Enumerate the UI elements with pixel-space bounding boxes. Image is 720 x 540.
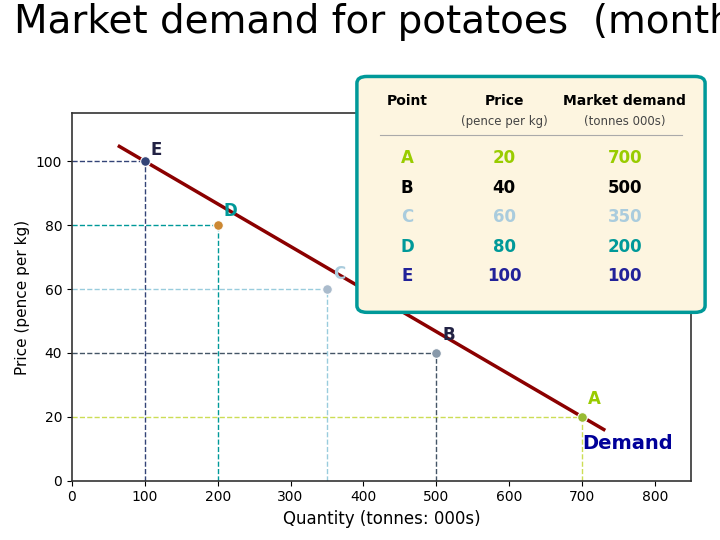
Text: 60: 60 <box>492 208 516 226</box>
Text: B: B <box>401 179 413 197</box>
Text: D: D <box>223 201 238 220</box>
Text: E: E <box>150 141 162 159</box>
Text: Point: Point <box>387 94 428 109</box>
Text: (tonnes 000s): (tonnes 000s) <box>584 116 665 129</box>
Text: C: C <box>401 208 413 226</box>
Text: 700: 700 <box>608 149 642 167</box>
Text: Demand: Demand <box>582 434 672 453</box>
Text: (pence per kg): (pence per kg) <box>461 116 548 129</box>
Text: A: A <box>401 149 413 167</box>
Text: Market demand for potatoes  (monthly): Market demand for potatoes (monthly) <box>14 3 720 40</box>
Text: E: E <box>402 267 413 285</box>
FancyBboxPatch shape <box>357 77 705 312</box>
Text: D: D <box>400 238 414 255</box>
Text: A: A <box>588 390 600 408</box>
Text: Price: Price <box>485 94 524 109</box>
Text: 350: 350 <box>608 208 642 226</box>
Text: 20: 20 <box>492 149 516 167</box>
Text: 100: 100 <box>487 267 521 285</box>
Text: 200: 200 <box>608 238 642 255</box>
Text: 40: 40 <box>492 179 516 197</box>
Y-axis label: Price (pence per kg): Price (pence per kg) <box>15 219 30 375</box>
Text: 80: 80 <box>492 238 516 255</box>
Text: C: C <box>333 266 345 284</box>
Text: Market demand: Market demand <box>563 94 686 109</box>
Text: 500: 500 <box>608 179 642 197</box>
X-axis label: Quantity (tonnes: 000s): Quantity (tonnes: 000s) <box>283 510 480 528</box>
Text: B: B <box>442 326 455 344</box>
Text: 100: 100 <box>608 267 642 285</box>
